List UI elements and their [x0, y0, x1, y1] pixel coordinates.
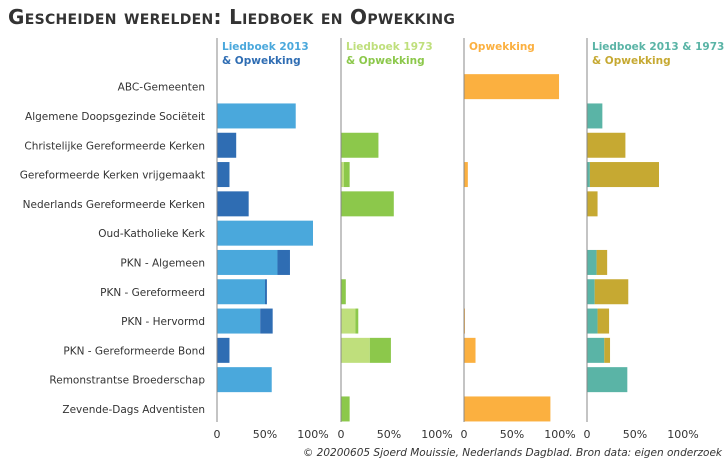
chart-panel: Liedboek 2013 & Opwekking 0 50% 100%	[214, 38, 329, 441]
bar	[217, 367, 272, 393]
bar	[587, 162, 590, 188]
tick-label: 0	[338, 428, 345, 441]
category-label: Algemene Doopsgezinde Sociëteit	[25, 111, 205, 123]
tick-label: 50%	[253, 428, 277, 441]
tick-label: 50%	[500, 428, 524, 441]
bar	[594, 279, 629, 305]
bar	[464, 396, 551, 422]
bar	[217, 162, 230, 188]
bar	[265, 279, 267, 305]
bar	[587, 279, 595, 305]
bar	[464, 162, 468, 188]
tick-label: 100%	[544, 428, 575, 441]
bar	[217, 103, 296, 129]
category-labels: ABC-Gemeenten Algemene Doopsgezinde Socië…	[20, 82, 206, 416]
panel-header: & Opwekking	[592, 55, 671, 67]
tick-label: 50%	[377, 428, 401, 441]
bar	[341, 396, 350, 422]
bar	[464, 337, 476, 363]
bar	[587, 367, 628, 393]
bar	[341, 162, 344, 188]
category-label: PKN - Gereformeerde Bond	[63, 345, 205, 357]
bar	[587, 191, 598, 217]
category-label: PKN - Algemeen	[120, 257, 205, 269]
panel-header: & Opwekking	[222, 55, 301, 67]
chart-panel: Opwekking 0 50% 100%	[461, 38, 576, 441]
tick-label: 100%	[297, 428, 328, 441]
category-label: Gereformeerde Kerken vrijgemaakt	[20, 170, 205, 182]
bar	[277, 249, 290, 275]
tick-label: 0	[214, 428, 221, 441]
category-label: Nederlands Gereformeerde Kerken	[23, 199, 205, 211]
panel-header: Liedboek 2013 & 1973	[592, 41, 724, 53]
tick-label: 50%	[623, 428, 647, 441]
bar	[343, 162, 350, 188]
bar	[604, 337, 611, 363]
bar	[217, 337, 230, 363]
category-label: Oud-Katholieke Kerk	[98, 228, 206, 240]
bar	[587, 308, 598, 334]
bar	[217, 191, 249, 217]
bar	[260, 308, 273, 334]
category-label: Remonstrantse Broederschap	[49, 375, 205, 387]
bar	[369, 337, 391, 363]
panel-header: Liedboek 2013	[222, 41, 309, 53]
chart-title: Gescheiden werelden: Liedboek en Opwekki…	[8, 5, 456, 29]
chart-panel: Liedboek 2013 & 1973 & Opwekking 0 50% 100%	[584, 38, 724, 441]
bar	[341, 308, 356, 334]
source-credit: © 20200605 Sjoerd Mouissie, Nederlands D…	[302, 447, 722, 459]
panel-header: Opwekking	[469, 41, 535, 53]
tick-label: 100%	[667, 428, 698, 441]
bar	[217, 220, 313, 246]
tick-label: 0	[461, 428, 468, 441]
tick-label: 0	[584, 428, 591, 441]
bar	[355, 308, 359, 334]
bar	[587, 249, 597, 275]
category-label: Zevende-Dags Adventisten	[62, 404, 205, 416]
panel-header: Liedboek 1973	[346, 41, 433, 53]
bar	[341, 191, 394, 217]
bar	[217, 279, 265, 305]
bar	[217, 308, 261, 334]
chart-panel: Liedboek 1973 & Opwekking 0 50% 100%	[338, 38, 453, 441]
bar	[589, 162, 659, 188]
bar	[596, 249, 608, 275]
bar	[217, 132, 237, 158]
category-label: Christelijke Gereformeerde Kerken	[24, 140, 205, 152]
bar	[341, 132, 379, 158]
bar	[597, 308, 610, 334]
bar	[464, 74, 560, 100]
bar	[217, 249, 278, 275]
bar	[341, 337, 370, 363]
bar	[587, 337, 605, 363]
category-label: PKN - Hervormd	[121, 316, 205, 328]
bar	[587, 103, 603, 129]
category-label: ABC-Gemeenten	[118, 82, 205, 94]
bar	[587, 132, 626, 158]
panel-header: & Opwekking	[346, 55, 425, 67]
bar	[341, 279, 346, 305]
tick-label: 100%	[421, 428, 452, 441]
category-label: PKN - Gereformeerd	[100, 287, 205, 299]
